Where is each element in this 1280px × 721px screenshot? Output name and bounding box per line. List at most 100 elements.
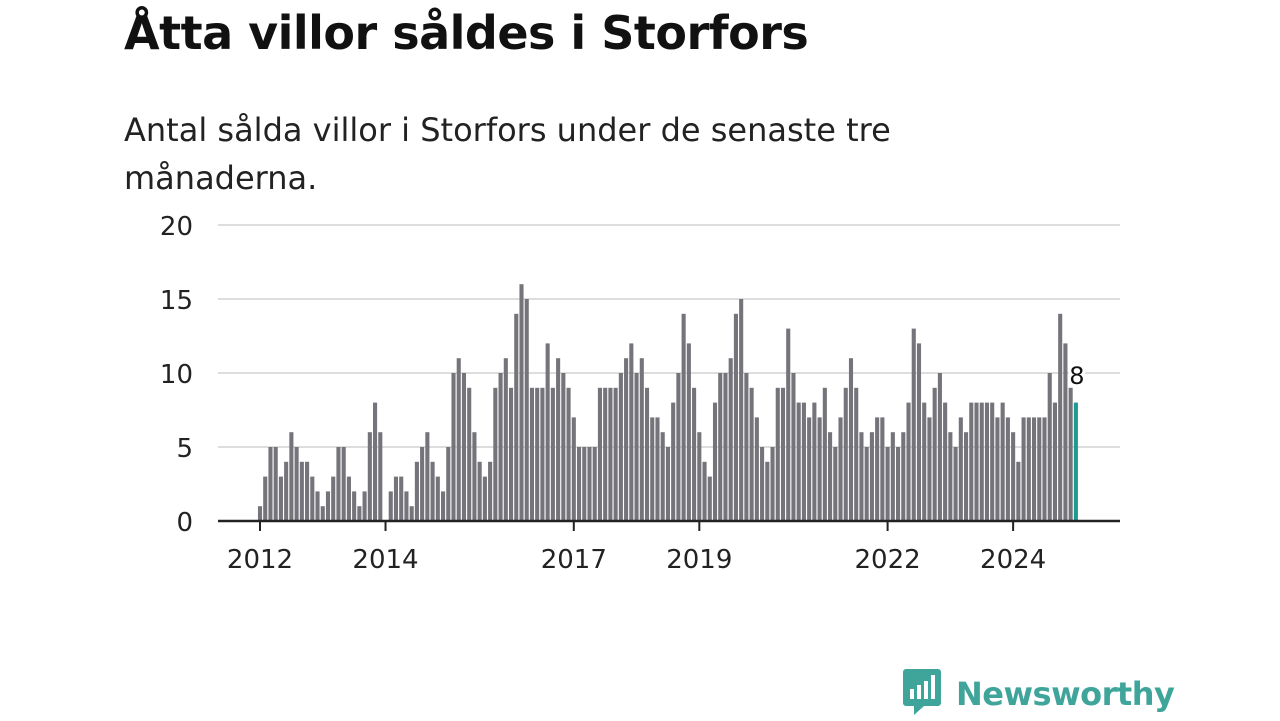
bar (535, 387, 540, 521)
bar (310, 476, 315, 521)
bar (1058, 313, 1063, 521)
bar (461, 373, 467, 521)
bar (1068, 387, 1073, 521)
bar (362, 491, 367, 521)
bar (859, 432, 864, 521)
bar (404, 491, 409, 521)
y-tick-label: 5 (176, 434, 193, 464)
bar (336, 447, 341, 521)
bar (268, 447, 273, 521)
bar (367, 432, 372, 521)
newsworthy-brand: Newsworthy (902, 668, 1175, 720)
bar (1047, 373, 1052, 521)
bar (1026, 417, 1031, 521)
bar (676, 373, 681, 521)
bar (770, 447, 775, 521)
latest-value-label: 8 (1069, 362, 1084, 390)
bar (482, 476, 487, 521)
bar (1021, 417, 1026, 521)
bar (964, 432, 969, 521)
bar (885, 447, 890, 521)
bar (665, 447, 670, 521)
bar (984, 402, 990, 521)
bar (833, 447, 838, 521)
bar (618, 373, 623, 521)
bar (393, 476, 399, 521)
bar (488, 461, 493, 521)
bar (754, 417, 759, 521)
bar (346, 476, 351, 521)
bar (289, 432, 294, 521)
bar (916, 343, 922, 521)
bar (660, 432, 665, 521)
bar (582, 447, 587, 521)
bar (786, 328, 791, 521)
bar (1011, 432, 1016, 521)
bar (838, 417, 843, 521)
bar (414, 461, 419, 521)
bar (749, 387, 754, 521)
x-tick-label: 2022 (855, 545, 921, 575)
bar (864, 447, 869, 521)
bar (1005, 417, 1010, 521)
bar (723, 373, 728, 521)
bar (927, 417, 932, 521)
bar (576, 447, 582, 521)
bar (906, 402, 911, 521)
bar (1016, 461, 1021, 521)
bar (441, 491, 446, 521)
bar (796, 402, 801, 521)
bar (760, 447, 765, 521)
bar (911, 328, 916, 521)
bar (707, 476, 712, 521)
bar (624, 358, 629, 521)
chart-title: Åtta villor såldes i Storfors (124, 6, 809, 60)
bar (331, 476, 336, 521)
bar (1037, 417, 1042, 521)
x-tick-label: 2019 (666, 545, 732, 575)
bar (681, 313, 686, 521)
bar (765, 461, 770, 521)
bar (284, 461, 289, 521)
bar (843, 387, 848, 521)
bar (467, 387, 472, 521)
bar (896, 447, 901, 521)
bar (508, 387, 514, 521)
bar (540, 387, 545, 521)
bar (420, 447, 425, 521)
bar (435, 476, 440, 521)
bar (686, 343, 691, 521)
bar (446, 447, 451, 521)
bar (556, 358, 561, 521)
bar (744, 373, 749, 521)
bar (320, 506, 325, 521)
y-tick-label: 10 (160, 360, 193, 390)
bar (969, 402, 974, 521)
x-tick-label: 2017 (541, 545, 607, 575)
bar (869, 432, 874, 521)
bar (603, 387, 608, 521)
bar (493, 387, 498, 521)
bar (597, 387, 602, 521)
bar (702, 461, 707, 521)
bar (352, 491, 357, 521)
bar (430, 461, 435, 521)
chart-subtitle: Antal sålda villor i Storfors under de s… (124, 111, 891, 197)
bar (529, 387, 535, 521)
bar (671, 402, 676, 521)
bar (498, 373, 503, 521)
bar-latest (1073, 402, 1078, 521)
bar (566, 387, 571, 521)
bar (655, 417, 660, 521)
bar (571, 417, 576, 521)
bar (1031, 417, 1037, 521)
bar (822, 387, 827, 521)
bar (639, 358, 644, 521)
bar (692, 387, 697, 521)
bar (305, 461, 310, 521)
bar (472, 432, 477, 521)
bar (325, 491, 331, 521)
bar (733, 313, 738, 521)
bar (514, 313, 519, 521)
